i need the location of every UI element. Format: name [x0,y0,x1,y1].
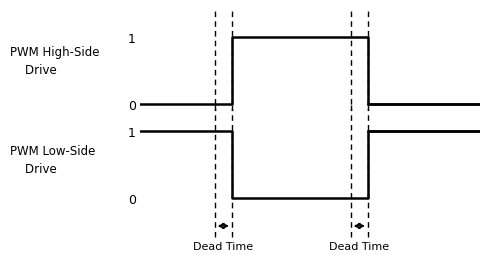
Text: Dead Time: Dead Time [329,241,390,251]
Text: PWM High-Side
    Drive: PWM High-Side Drive [10,45,100,76]
Text: Dead Time: Dead Time [193,241,254,251]
Text: PWM Low-Side
    Drive: PWM Low-Side Drive [10,145,96,176]
